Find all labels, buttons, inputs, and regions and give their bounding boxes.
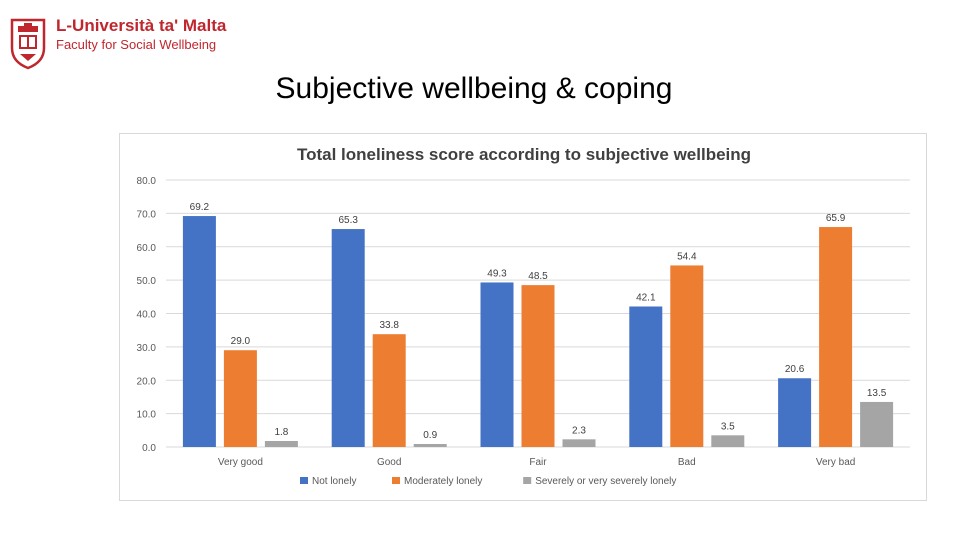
- bar: [372, 334, 406, 447]
- x-tick-label: Very bad: [816, 457, 855, 468]
- y-tick-label: 50.0: [137, 276, 157, 287]
- data-label: 48.5: [528, 271, 548, 282]
- crest-icon: [10, 18, 46, 70]
- data-label: 65.3: [338, 215, 358, 226]
- legend-swatch: [300, 477, 308, 484]
- bar-chart: Total loneliness score according to subj…: [137, 145, 910, 487]
- bar: [711, 435, 745, 447]
- bar: [521, 285, 555, 447]
- bar: [413, 443, 447, 447]
- legend-label: Moderately lonely: [404, 476, 482, 487]
- bar: [331, 229, 365, 447]
- bar: [860, 401, 894, 447]
- data-label: 1.8: [274, 427, 288, 438]
- data-label: 69.2: [190, 202, 210, 213]
- legend-swatch: [392, 477, 400, 484]
- legend-label: Not lonely: [312, 476, 356, 487]
- data-label: 0.9: [423, 430, 437, 441]
- data-label: 2.3: [572, 425, 586, 436]
- legend-swatch: [523, 477, 532, 484]
- data-label: 29.0: [231, 336, 251, 347]
- data-label: 65.9: [826, 213, 846, 224]
- bar: [264, 440, 298, 447]
- y-tick-label: 30.0: [137, 343, 157, 354]
- legend-label: Severely or very severely lonely: [535, 476, 676, 487]
- x-tick-label: Bad: [678, 457, 696, 468]
- bar: [778, 378, 812, 447]
- data-label: 20.6: [785, 364, 805, 375]
- bar: [223, 350, 257, 447]
- bar: [819, 227, 853, 447]
- y-tick-label: 40.0: [137, 310, 157, 321]
- bar: [629, 306, 663, 447]
- data-label: 3.5: [721, 421, 735, 432]
- chart-container: Total loneliness score according to subj…: [119, 133, 927, 501]
- data-label: 54.4: [677, 251, 697, 262]
- chart-title: Total loneliness score according to subj…: [297, 145, 751, 164]
- data-label: 33.8: [379, 320, 399, 331]
- university-name: L-Università ta' Malta: [56, 16, 227, 35]
- y-tick-label: 20.0: [137, 376, 157, 387]
- university-logo: L-Università ta' Malta Faculty for Socia…: [8, 14, 226, 70]
- data-label: 49.3: [487, 268, 507, 279]
- x-tick-label: Good: [377, 457, 401, 468]
- y-tick-label: 60.0: [137, 243, 157, 254]
- faculty-name: Faculty for Social Wellbeing: [56, 37, 217, 52]
- slide-title: Subjective wellbeing & coping: [275, 72, 673, 105]
- bar: [182, 216, 216, 447]
- y-tick-label: 80.0: [137, 176, 157, 187]
- bar: [670, 265, 704, 447]
- y-tick-label: 10.0: [137, 410, 157, 421]
- data-label: 13.5: [867, 388, 887, 399]
- bar: [480, 282, 514, 447]
- data-label: 42.1: [636, 292, 656, 303]
- x-tick-label: Very good: [218, 457, 263, 468]
- y-tick-label: 70.0: [137, 209, 157, 220]
- y-tick-label: 0.0: [142, 443, 156, 454]
- bar: [562, 439, 596, 447]
- x-tick-label: Fair: [529, 457, 547, 468]
